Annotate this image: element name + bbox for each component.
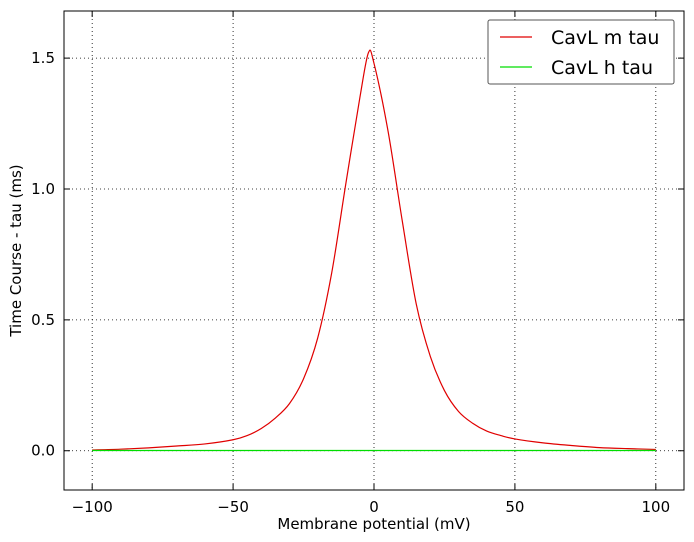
legend-box: [487, 19, 675, 85]
y-tick-label: 0.0: [31, 442, 55, 460]
legend: CavL m tau CavL h tau: [487, 19, 675, 85]
x-tick-label: 0: [369, 498, 379, 516]
x-tick-label: 50: [505, 498, 524, 516]
y-tick-label: 1.0: [31, 180, 55, 198]
x-tick-label: 100: [641, 498, 670, 516]
axis-ticks: −100 −50 0 50 100 0.0 0.5 1.0 1.5: [31, 11, 684, 516]
y-tick-label: 0.5: [31, 311, 55, 329]
x-tick-label: −50: [217, 498, 249, 516]
y-axis-label: Time Course - tau (ms): [7, 164, 25, 337]
x-axis-label: Membrane potential (mV): [277, 515, 470, 533]
legend-label-h-tau: CavL h tau: [551, 57, 653, 79]
series-layer: [92, 49, 656, 452]
x-tick-label: −100: [72, 498, 113, 516]
legend-label-m-tau: CavL m tau: [551, 27, 659, 49]
y-tick-label: 1.5: [31, 49, 55, 67]
series-line-m-tau: [92, 49, 656, 451]
